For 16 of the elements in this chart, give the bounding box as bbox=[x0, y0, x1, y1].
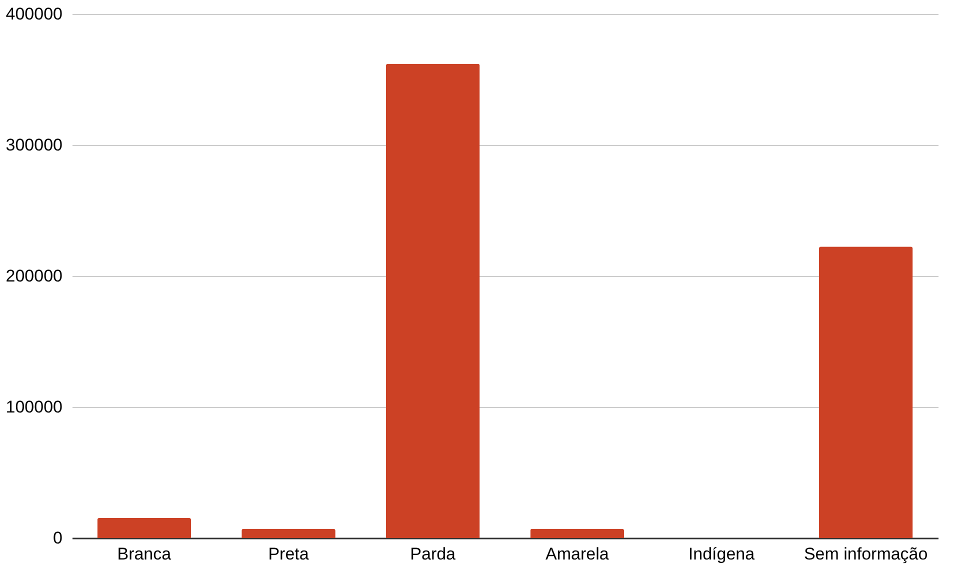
y-tick-label: 0 bbox=[53, 528, 62, 548]
y-tick-label: 400000 bbox=[6, 4, 62, 24]
x-tick-label: Branca bbox=[117, 544, 172, 564]
bar bbox=[386, 64, 480, 538]
x-tick-label: Parda bbox=[410, 544, 456, 564]
x-tick-label: Sem informação bbox=[804, 544, 928, 564]
x-tick-label: Amarela bbox=[546, 544, 610, 564]
bar bbox=[97, 518, 192, 538]
y-tick-label: 300000 bbox=[6, 136, 62, 154]
x-tick-label: Preta bbox=[268, 544, 310, 564]
bar bbox=[530, 528, 624, 538]
y-tick-label: 100000 bbox=[6, 398, 62, 416]
bar bbox=[242, 528, 336, 538]
x-tick-label: Indígena bbox=[688, 544, 756, 564]
y-tick-label: 200000 bbox=[6, 266, 62, 286]
bar bbox=[818, 246, 913, 538]
